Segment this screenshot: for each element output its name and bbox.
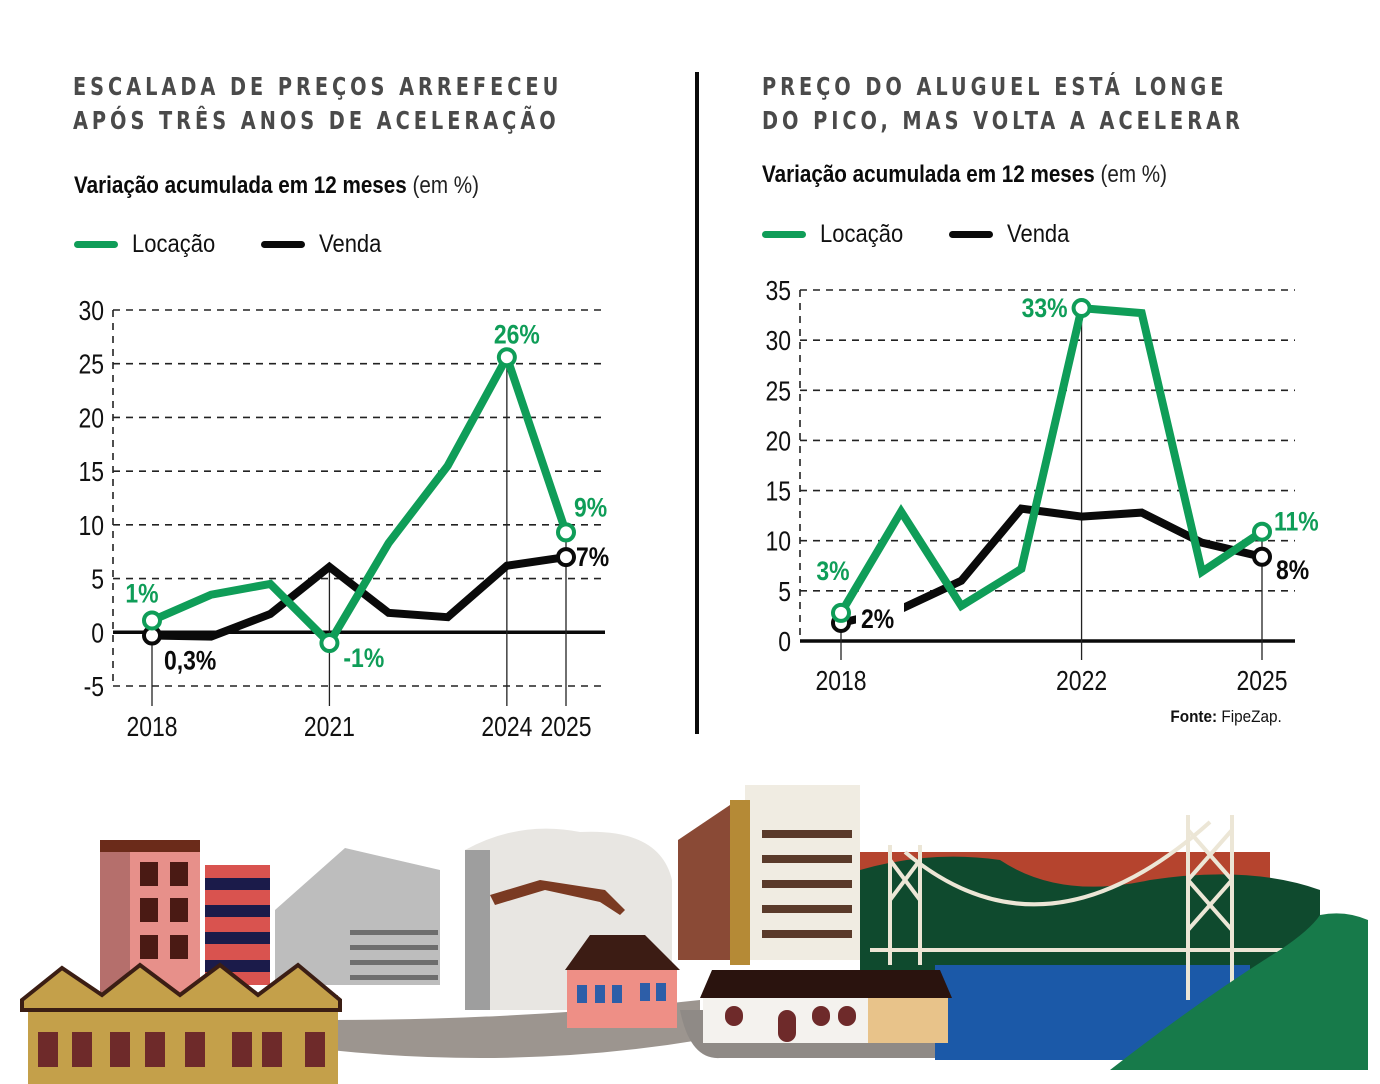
left-x-tick-label: 2021 (304, 712, 355, 743)
right-chart-title: PREÇO DO ALUGUEL ESTÁ LONGE DO PICO, MAS… (762, 70, 1244, 138)
left-marker-locacao-2025 (556, 522, 576, 543)
right-title-line-2: DO PICO, MAS VOLTA A ACELERAR (762, 106, 1244, 135)
left-legend-label-venda: Venda (318, 230, 381, 258)
pink-building-windows (140, 862, 188, 959)
right-data-label-locacao-2018: 3% (816, 556, 849, 586)
left-data-label-venda-2018: 0,3% (164, 646, 216, 676)
right-data-label-venda-2018: 2% (861, 604, 894, 634)
right-y-tick-label: 25 (765, 376, 791, 407)
left-y-tick-label: 10 (78, 511, 104, 542)
left-y-tick-label: 15 (78, 457, 104, 488)
right-legend-item-locacao: Locação (762, 220, 915, 249)
left-y-tick-label: 5 (91, 565, 104, 596)
tower-windows (762, 830, 852, 938)
left-y-tick-label: -5 (84, 672, 104, 703)
right-marker-venda-2025 (1252, 546, 1272, 567)
left-chart-title: ESCALADA DE PREÇOS ARREFECEU APÓS TRÊS A… (73, 70, 562, 138)
right-legend: Locação Venda (762, 220, 1111, 249)
left-y-tick-label: 20 (78, 403, 104, 434)
right-marker-locacao-2018 (831, 602, 851, 623)
right-data-label-locacao-2025: 11% (1274, 507, 1319, 537)
left-y-tick-label: 30 (78, 296, 104, 327)
right-y-tick-label: 5 (778, 577, 791, 608)
warehouse-doors (38, 1032, 325, 1067)
pink-building-side (100, 845, 130, 995)
left-series-line-locacao (150, 347, 570, 650)
right-label-knockout (856, 600, 904, 631)
right-x-tick-label: 2022 (1056, 666, 1107, 697)
left-legend-swatch-locacao (74, 241, 118, 248)
right-data-label-locacao-2022: 33% (1022, 293, 1068, 323)
left-x-tick-label: 2025 (540, 712, 591, 743)
tower-column (730, 800, 750, 965)
left-marker-locacao-2018 (142, 610, 162, 631)
source-value: FipeZap. (1221, 707, 1282, 726)
left-marker-locacao-2021 (319, 633, 340, 654)
right-legend-item-venda: Venda (948, 220, 1078, 249)
right-x-tick-label: 2025 (1236, 666, 1287, 697)
left-marker-locacao-2024 (496, 347, 517, 368)
left-legend-swatch-venda (260, 241, 305, 248)
right-y-tick-label: 20 (765, 426, 791, 457)
right-y-tick-label: 30 (765, 326, 791, 357)
left-subtitle-unit: (em %) (412, 172, 479, 199)
left-data-label-locacao-2024: 26% (494, 320, 540, 350)
left-legend-item-venda: Venda (260, 230, 390, 259)
pink-house-roof (565, 935, 680, 970)
left-x-tick-label: 2024 (481, 712, 532, 743)
grey-building (275, 848, 440, 985)
warehouses (20, 962, 342, 1084)
green-hill (1110, 913, 1368, 1070)
grey-building-windows (350, 930, 438, 980)
right-subtitle-bold: Variação acumulada em 12 meses (762, 161, 1095, 188)
right-legend-label-locacao: Locação (820, 220, 904, 248)
white-building-side (465, 850, 490, 1010)
left-data-label-locacao-2025: 9% (574, 493, 607, 523)
pink-house-windows (577, 983, 666, 1003)
right-y-tick-label: 10 (765, 527, 791, 558)
left-data-label-venda-2025: 7% (576, 542, 609, 572)
right-x-tick-label: 2018 (815, 666, 866, 697)
left-y-tick-label: 25 (78, 350, 104, 381)
warehouse-roofs (20, 962, 342, 1012)
left-y-tick-label: 0 (91, 618, 104, 649)
right-y-tick-label: 15 (765, 477, 791, 508)
right-y-tick-label: 0 (778, 627, 791, 658)
left-legend: Locação Venda (74, 230, 423, 259)
right-subtitle-unit: (em %) (1100, 161, 1167, 188)
left-legend-label-locacao: Locação (132, 230, 216, 258)
panel-divider (695, 72, 699, 734)
left-data-label-locacao-2018: 1% (125, 579, 158, 609)
white-house-openings (725, 1006, 856, 1042)
left-title-line-2: APÓS TRÊS ANOS DE ACELERAÇÃO (73, 106, 560, 135)
white-house-roof (700, 970, 952, 998)
left-legend-item-locacao: Locação (74, 230, 227, 259)
left-title-line-1: ESCALADA DE PREÇOS ARREFECEU (73, 72, 563, 101)
source-note: Fonte: FipeZap. (1171, 707, 1282, 727)
suspension-bridge (870, 815, 1330, 1000)
right-legend-swatch-locacao (762, 231, 806, 238)
right-legend-label-venda: Venda (1006, 220, 1069, 248)
right-title-line-1: PREÇO DO ALUGUEL ESTÁ LONGE (762, 72, 1228, 101)
left-marker-venda-2025 (556, 547, 576, 568)
left-data-label-locacao-2021: -1% (343, 643, 384, 673)
left-x-tick-label: 2018 (126, 712, 177, 743)
left-subtitle-bold: Variação acumulada em 12 meses (74, 172, 407, 199)
right-data-label-venda-2025: 8% (1276, 555, 1309, 585)
right-legend-swatch-venda (948, 231, 993, 238)
right-series-line-locacao (837, 303, 1265, 615)
cityscape-illustration (20, 785, 1368, 1084)
right-marker-locacao-2022 (1071, 298, 1092, 319)
pink-building-roof (100, 840, 200, 852)
right-marker-locacao-2025 (1252, 521, 1272, 542)
right-y-tick-label: 35 (765, 276, 791, 307)
white-building-balcony (490, 880, 625, 915)
right-chart-subtitle: Variação acumulada em 12 meses (em %) (762, 161, 1167, 189)
source-label: Fonte: (1170, 707, 1218, 726)
left-chart-subtitle: Variação acumulada em 12 meses (em %) (74, 172, 479, 200)
yellow-house (868, 998, 948, 1043)
